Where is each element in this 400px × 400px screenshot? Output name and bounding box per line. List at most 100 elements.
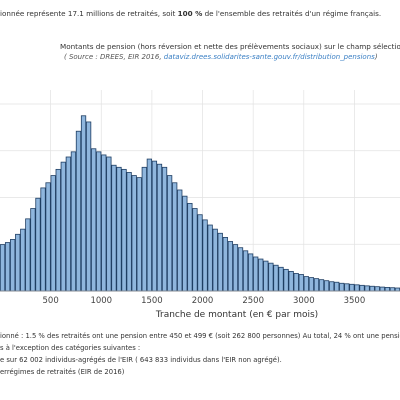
histogram-bar[interactable]	[217, 232, 223, 292]
histogram-bar[interactable]	[369, 285, 375, 292]
histogram-bar[interactable]	[187, 202, 193, 292]
histogram-bar[interactable]	[131, 175, 137, 292]
histogram-bar[interactable]	[166, 175, 173, 292]
histogram-bar[interactable]	[232, 244, 239, 292]
x-tick-label: 1500	[141, 296, 163, 306]
note-line-2: s à l'exception des catégories suivantes…	[0, 344, 141, 352]
histogram-bar[interactable]	[45, 182, 51, 292]
histogram-bar[interactable]	[20, 228, 26, 292]
histogram-bar[interactable]	[323, 280, 330, 292]
source-prefix: ( Source : DREES, EIR 2016,	[64, 53, 164, 61]
summary-percentage: 100 %	[177, 9, 203, 18]
histogram-bar[interactable]	[151, 160, 158, 292]
histogram-bar[interactable]	[80, 115, 87, 292]
histogram-bar[interactable]	[227, 241, 234, 292]
pension-histogram: 500 1000 1500 2000 2500 3000 3500	[0, 90, 400, 306]
histogram-bar[interactable]	[389, 287, 396, 292]
histogram-bar[interactable]	[288, 271, 294, 292]
histogram-bar[interactable]	[177, 189, 183, 292]
histogram-bar[interactable]	[126, 172, 132, 292]
histogram-bar[interactable]	[106, 156, 112, 292]
x-tick-label: 500	[43, 296, 59, 306]
histogram-bar[interactable]	[30, 208, 36, 292]
histogram-bar[interactable]	[242, 250, 249, 292]
histogram-bar[interactable]	[116, 166, 122, 292]
chart-title: Montants de pension (hors réversion et n…	[60, 42, 400, 51]
histogram-bar[interactable]	[101, 154, 107, 292]
histogram-bar[interactable]	[384, 286, 390, 292]
histogram-bar[interactable]	[136, 177, 142, 292]
histogram-bar[interactable]	[156, 163, 163, 292]
histogram-bar[interactable]	[394, 287, 400, 292]
histogram-bar[interactable]	[354, 284, 360, 292]
histogram-bar[interactable]	[75, 130, 82, 292]
histogram-bar[interactable]	[283, 268, 289, 292]
histogram-bar[interactable]	[10, 239, 16, 292]
x-axis-ticks: 500 1000 1500 2000 2500 3000 3500	[43, 296, 366, 306]
histogram-bar[interactable]	[344, 283, 350, 292]
histogram-bar[interactable]	[141, 166, 147, 292]
histogram-bar[interactable]	[313, 278, 320, 292]
histogram-bar[interactable]	[50, 175, 56, 292]
histogram-bar[interactable]	[359, 284, 365, 292]
histogram-bar[interactable]	[111, 164, 117, 292]
histogram-bar[interactable]	[278, 266, 284, 292]
source-link[interactable]: dataviz.drees.solidarites-sante.gouv.fr/…	[163, 53, 375, 61]
histogram-bar[interactable]	[248, 253, 254, 292]
histogram-bar[interactable]	[253, 256, 259, 292]
histogram-bar[interactable]	[202, 219, 208, 292]
population-summary: ionnée représente 17.1 millions de retra…	[0, 9, 400, 18]
histogram-bar[interactable]	[121, 168, 127, 292]
histogram-bar[interactable]	[70, 151, 77, 292]
histogram-bar[interactable]	[379, 286, 385, 292]
histogram-bar[interactable]	[0, 244, 6, 292]
summary-prefix: ionnée représente 17.1 millions de retra…	[0, 9, 178, 18]
histogram-bar[interactable]	[25, 218, 31, 292]
histogram-bar[interactable]	[334, 281, 340, 292]
x-tick-label: 3000	[293, 296, 315, 306]
note-line-1: ionné : 1.5 % des retraités ont une pens…	[0, 332, 400, 340]
histogram-bar[interactable]	[263, 260, 269, 292]
histogram-bar[interactable]	[91, 148, 97, 292]
chart-source: ( Source : DREES, EIR 2016, dataviz.dree…	[64, 53, 400, 61]
histogram-bar[interactable]	[318, 279, 325, 292]
histogram-bar[interactable]	[182, 195, 188, 292]
x-axis-label: Tranche de montant (en € par mois)	[155, 310, 319, 320]
histogram-bar[interactable]	[60, 161, 66, 292]
x-tick-label: 2500	[242, 296, 264, 306]
chart-notes: ionné : 1.5 % des retraités ont une pens…	[0, 330, 400, 378]
histogram-bar[interactable]	[65, 156, 71, 292]
histogram-bar[interactable]	[172, 182, 178, 292]
histogram-bar[interactable]	[146, 158, 152, 292]
histogram-bar[interactable]	[35, 197, 41, 292]
histogram-bar[interactable]	[192, 208, 198, 292]
histogram-bar[interactable]	[364, 285, 370, 292]
histogram-bar[interactable]	[308, 277, 315, 292]
histogram-bar[interactable]	[96, 151, 102, 292]
histogram-bar[interactable]	[207, 224, 213, 292]
histogram-bar[interactable]	[40, 187, 46, 292]
histogram-bar[interactable]	[303, 276, 309, 292]
histogram-bar[interactable]	[339, 282, 345, 292]
histogram-bar[interactable]	[197, 214, 203, 292]
summary-suffix: de l'ensemble des retraités d'un régime …	[202, 9, 382, 18]
histogram-bar[interactable]	[268, 262, 274, 292]
x-tick-label: 1000	[90, 296, 112, 306]
histogram-bar[interactable]	[349, 283, 355, 292]
histogram-bar[interactable]	[212, 228, 218, 292]
histogram-bar[interactable]	[161, 166, 168, 292]
histogram-bar[interactable]	[85, 121, 92, 292]
histogram-bar[interactable]	[222, 236, 228, 292]
histogram-bar[interactable]	[237, 247, 244, 292]
histogram-bar[interactable]	[298, 274, 304, 292]
histogram-bar[interactable]	[329, 281, 335, 292]
note-line-3: e sur 62 002 individus-agrégés de l'EIR …	[0, 356, 282, 364]
histogram-bar[interactable]	[273, 264, 279, 292]
histogram-bar[interactable]	[293, 273, 299, 292]
histogram-bar[interactable]	[55, 168, 61, 292]
histogram-bar[interactable]	[4, 242, 11, 292]
histogram-bars	[0, 115, 400, 292]
histogram-bar[interactable]	[15, 233, 21, 292]
histogram-bar[interactable]	[374, 286, 380, 292]
histogram-bar[interactable]	[258, 258, 264, 292]
